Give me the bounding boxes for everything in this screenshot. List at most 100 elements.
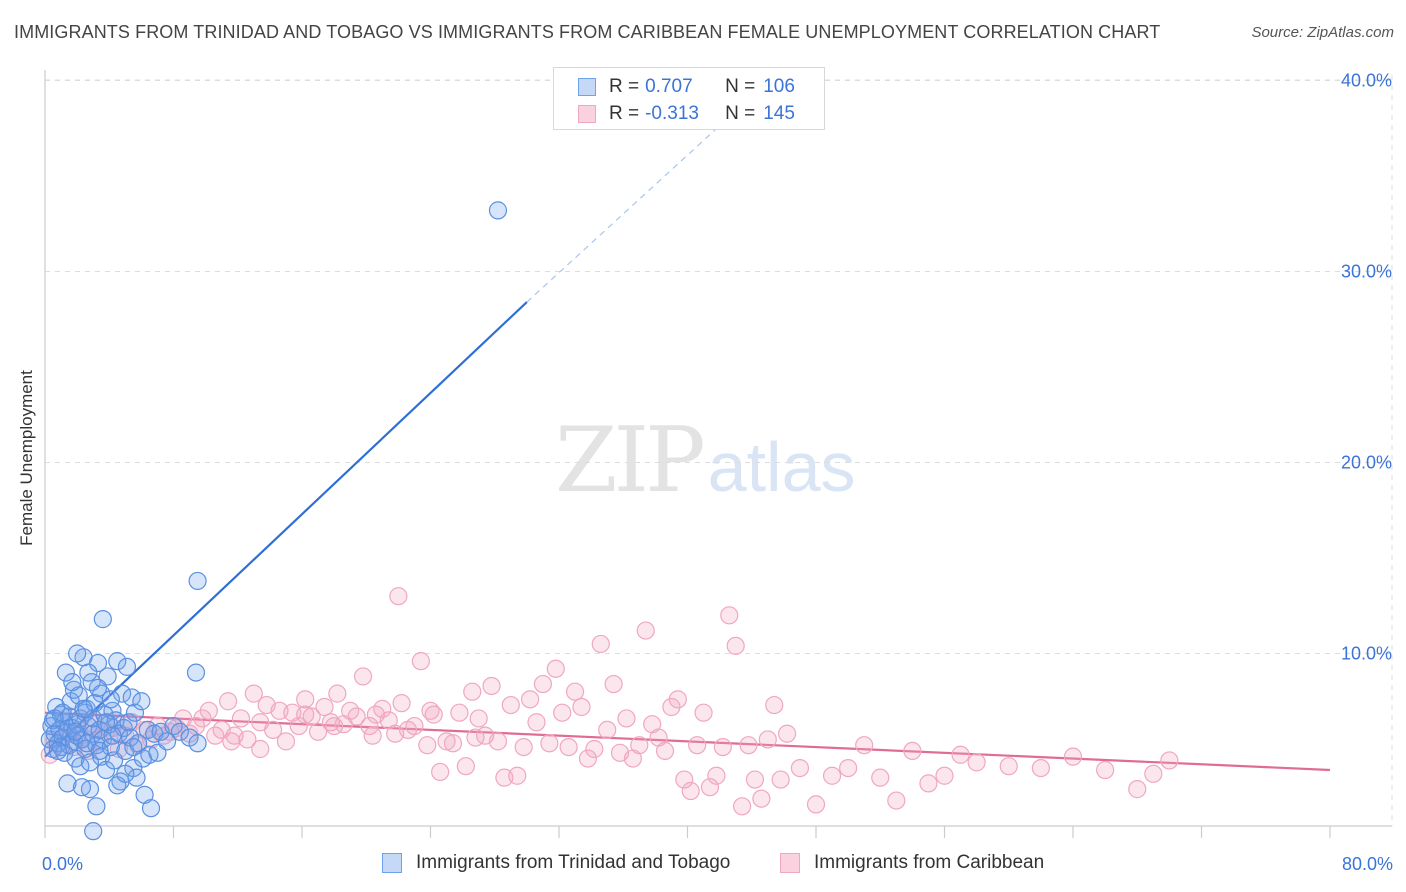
point-caribbean	[565, 682, 585, 701]
trend-line-caribbean	[44, 711, 1331, 772]
watermark-atlas: atlas	[707, 428, 856, 506]
point-caribbean	[437, 732, 456, 751]
series-legend: Immigrants from Trinidad and Tobago Immi…	[0, 852, 1406, 876]
point-caribbean	[1031, 758, 1050, 778]
legend-row-caribbean: R = -0.313 N = 145	[578, 102, 795, 126]
point-caribbean	[450, 703, 469, 722]
point-caribbean	[662, 697, 681, 717]
legend-item-label: Immigrants from Caribbean	[814, 852, 1045, 873]
point-caribbean	[231, 709, 251, 728]
point-caribbean	[276, 732, 296, 751]
point-trinidad	[117, 657, 137, 676]
point-caribbean	[694, 703, 713, 722]
point-caribbean	[675, 770, 694, 789]
point-caribbean	[389, 587, 408, 606]
legend-r-label: R =	[609, 76, 640, 97]
point-trinidad	[119, 713, 138, 732]
point-caribbean	[935, 766, 954, 785]
series-caribbean-points	[40, 587, 1179, 816]
point-trinidad	[186, 663, 206, 682]
point-caribbean	[806, 795, 826, 814]
legend-n-value: 145	[763, 103, 795, 124]
correlation-legend: R = 0.707 N = 106 R = -0.313 N = 145	[553, 67, 825, 130]
point-caribbean	[839, 758, 858, 778]
legend-r-value: -0.313	[645, 103, 699, 124]
point-caribbean	[469, 709, 488, 728]
y-tick-label: 10.0%	[1341, 644, 1392, 664]
point-caribbean	[720, 606, 739, 625]
watermark: ZIPatlas	[555, 408, 856, 513]
legend-swatch-blue	[578, 78, 596, 96]
point-trinidad	[63, 673, 82, 692]
point-caribbean	[219, 692, 238, 711]
point-caribbean	[585, 739, 604, 759]
point-caribbean	[726, 636, 745, 655]
point-trinidad	[127, 768, 146, 787]
point-caribbean	[527, 713, 546, 732]
series-trinidad-points	[40, 201, 508, 841]
point-trinidad	[79, 663, 98, 682]
point-trinidad	[56, 663, 75, 682]
point-trinidad	[141, 799, 161, 818]
point-caribbean	[919, 774, 938, 793]
point-caribbean	[546, 659, 565, 678]
point-caribbean	[1096, 760, 1115, 780]
point-caribbean	[466, 728, 485, 747]
point-caribbean	[903, 741, 922, 761]
point-caribbean	[360, 716, 379, 736]
point-caribbean	[540, 734, 559, 753]
point-caribbean	[296, 690, 315, 709]
x-tick-label: 0.0%	[42, 854, 83, 874]
y-tick-label: 40.0%	[1341, 71, 1392, 91]
point-caribbean	[636, 621, 655, 640]
point-caribbean	[598, 720, 617, 740]
point-caribbean	[405, 716, 424, 736]
point-caribbean	[572, 697, 591, 717]
point-caribbean	[508, 766, 527, 785]
axes	[44, 70, 1392, 838]
point-trinidad	[58, 774, 77, 793]
point-trinidad	[74, 699, 93, 718]
point-caribbean	[193, 709, 212, 728]
legend-n-label: N =	[725, 76, 756, 97]
point-caribbean	[1144, 764, 1163, 783]
point-trinidad	[87, 797, 106, 816]
point-caribbean	[251, 739, 270, 759]
point-trinidad	[122, 688, 141, 707]
point-caribbean	[951, 745, 970, 764]
point-caribbean	[443, 734, 463, 753]
point-caribbean	[707, 766, 726, 785]
point-caribbean	[604, 674, 623, 694]
legend-swatch-blue	[382, 853, 402, 873]
point-caribbean	[431, 762, 450, 782]
legend-r-label: R =	[609, 103, 640, 124]
legend-item-trinidad: Immigrants from Trinidad and Tobago	[382, 852, 730, 874]
point-caribbean	[630, 736, 649, 755]
point-caribbean	[520, 690, 540, 709]
point-trinidad	[71, 757, 90, 776]
point-trinidad	[92, 684, 111, 703]
point-caribbean	[617, 709, 636, 728]
point-caribbean	[302, 707, 321, 726]
point-caribbean	[463, 682, 482, 701]
x-tick-label: 80.0%	[1342, 854, 1393, 874]
point-caribbean	[514, 737, 533, 757]
point-caribbean	[328, 684, 347, 703]
point-trinidad	[72, 778, 92, 797]
point-caribbean	[488, 732, 508, 751]
legend-n-label: N =	[725, 103, 756, 124]
point-caribbean	[553, 703, 572, 722]
point-caribbean	[733, 797, 752, 816]
point-caribbean	[887, 791, 906, 810]
point-caribbean	[238, 730, 257, 749]
point-caribbean	[363, 726, 382, 745]
trend-lines	[44, 110, 1331, 772]
point-trinidad	[101, 737, 120, 757]
point-caribbean	[559, 737, 578, 757]
point-caribbean	[655, 741, 675, 761]
point-caribbean	[855, 736, 874, 755]
point-caribbean	[700, 778, 720, 797]
point-trinidad	[88, 678, 108, 697]
point-caribbean	[765, 695, 784, 715]
